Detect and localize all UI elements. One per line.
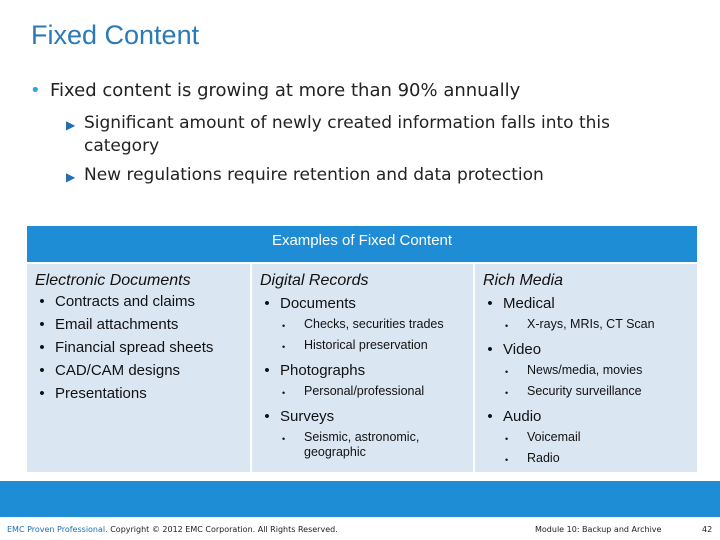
- column-title: Digital Records: [260, 272, 369, 289]
- list-item: • Photographs: [254, 359, 473, 382]
- main-bullet-text: Fixed content is growing at more than 90…: [50, 80, 521, 101]
- list-item: • Surveys: [254, 405, 473, 428]
- bullet-dot-icon: •: [487, 341, 493, 358]
- arrow-right-icon: ▶: [66, 118, 76, 132]
- bullet-dot-icon: •: [282, 434, 286, 444]
- list-group: • Documents • Checks, securities trades • H…: [254, 292, 473, 355]
- bullet-dot-icon: •: [282, 321, 286, 331]
- bullet-dot-icon: •: [30, 80, 41, 101]
- footer-copyright-text: Copyright © 2012 EMC Corporation. All Ri…: [107, 525, 338, 534]
- column-rich-media: Rich Media • Medical • X-rays, MRIs, CT Sc…: [475, 264, 697, 472]
- bullet-dot-icon: •: [264, 362, 270, 379]
- list-group: • Medical • X-rays, MRIs, CT Scan: [477, 292, 697, 334]
- sub-list-item: • Voicemail: [505, 430, 697, 447]
- list-item: • Presentations: [29, 382, 250, 405]
- bullet-dot-icon: •: [505, 434, 509, 444]
- column-digital-records: Digital Records • Documents • Checks, secu…: [252, 264, 473, 472]
- column-electronic-documents: Electronic Documents • Contracts and clai…: [27, 264, 250, 472]
- sub-list-item: • Security surveillance: [505, 384, 697, 401]
- slide-title: Fixed Content: [31, 20, 200, 50]
- list-item: • Financial spread sheets: [29, 336, 250, 359]
- list-group: • Surveys • Seismic, astronomic, geographi…: [254, 405, 473, 460]
- bullet-dot-icon: •: [487, 408, 493, 425]
- bullet-dot-icon: •: [505, 455, 509, 465]
- sub-bullet: ▶ New regulations require retention and …: [66, 164, 690, 189]
- sub-list-item: • Personal/professional: [282, 384, 473, 401]
- bullet-dot-icon: •: [487, 295, 493, 312]
- bullet-list: • Fixed content is growing at more than …: [30, 78, 690, 189]
- bullet-dot-icon: •: [39, 385, 45, 402]
- page-number: 42: [702, 525, 713, 534]
- list-group: • Video • News/media, movies • Security sur…: [477, 338, 697, 401]
- footer-copyright: EMC Proven Professional. Copyright © 201…: [7, 525, 338, 534]
- bullet-dot-icon: •: [39, 362, 45, 379]
- list-group: • Photographs • Personal/professional: [254, 359, 473, 401]
- bullet-dot-icon: •: [282, 342, 286, 352]
- column-title: Rich Media: [483, 272, 564, 289]
- list-item: • Email attachments: [29, 313, 250, 336]
- arrow-right-icon: ▶: [66, 170, 76, 184]
- sub-bullet-text: Significant amount of newly created info…: [84, 113, 611, 156]
- list-item: • Documents: [254, 292, 473, 315]
- list-item: • Video: [477, 338, 697, 361]
- sub-list-item: • Radio: [505, 451, 697, 468]
- bullet-dot-icon: •: [264, 295, 270, 312]
- footer-module: Module 10: Backup and Archive: [535, 525, 662, 534]
- sub-list-item: • Historical preservation: [282, 338, 473, 355]
- sub-bullet-text: New regulations require retention and da…: [84, 165, 544, 185]
- table-header: Examples of Fixed Content: [27, 226, 697, 262]
- bullet-dot-icon: •: [264, 408, 270, 425]
- list-item: • Medical: [477, 292, 697, 315]
- list-item: • Contracts and claims: [29, 290, 250, 313]
- bullet-dot-icon: •: [505, 321, 509, 331]
- main-bullet: • Fixed content is growing at more than …: [30, 78, 690, 104]
- bullet-dot-icon: •: [39, 339, 45, 356]
- column-title: Electronic Documents: [35, 272, 191, 289]
- sub-list-item: • News/media, movies: [505, 363, 697, 380]
- sub-list-item: • Checks, securities trades: [282, 317, 473, 334]
- bullet-dot-icon: •: [39, 293, 45, 310]
- bullet-dot-icon: •: [505, 367, 509, 377]
- list-item: • CAD/CAM designs: [29, 359, 250, 382]
- list-group: • Audio • Voicemail • Radio: [477, 405, 697, 468]
- sub-list-item: • X-rays, MRIs, CT Scan: [505, 317, 697, 334]
- footer-band: [0, 481, 720, 517]
- bullet-dot-icon: •: [39, 316, 45, 333]
- sub-list-item: • Seismic, astronomic, geographic: [282, 430, 420, 459]
- footer-brand: EMC Proven Professional.: [7, 525, 108, 534]
- bullet-dot-icon: •: [282, 388, 286, 398]
- sub-bullet: ▶ Significant amount of newly created in…: [66, 112, 690, 158]
- bullet-dot-icon: •: [505, 388, 509, 398]
- list-item: • Audio: [477, 405, 697, 428]
- footer: EMC Proven Professional. Copyright © 201…: [0, 519, 720, 540]
